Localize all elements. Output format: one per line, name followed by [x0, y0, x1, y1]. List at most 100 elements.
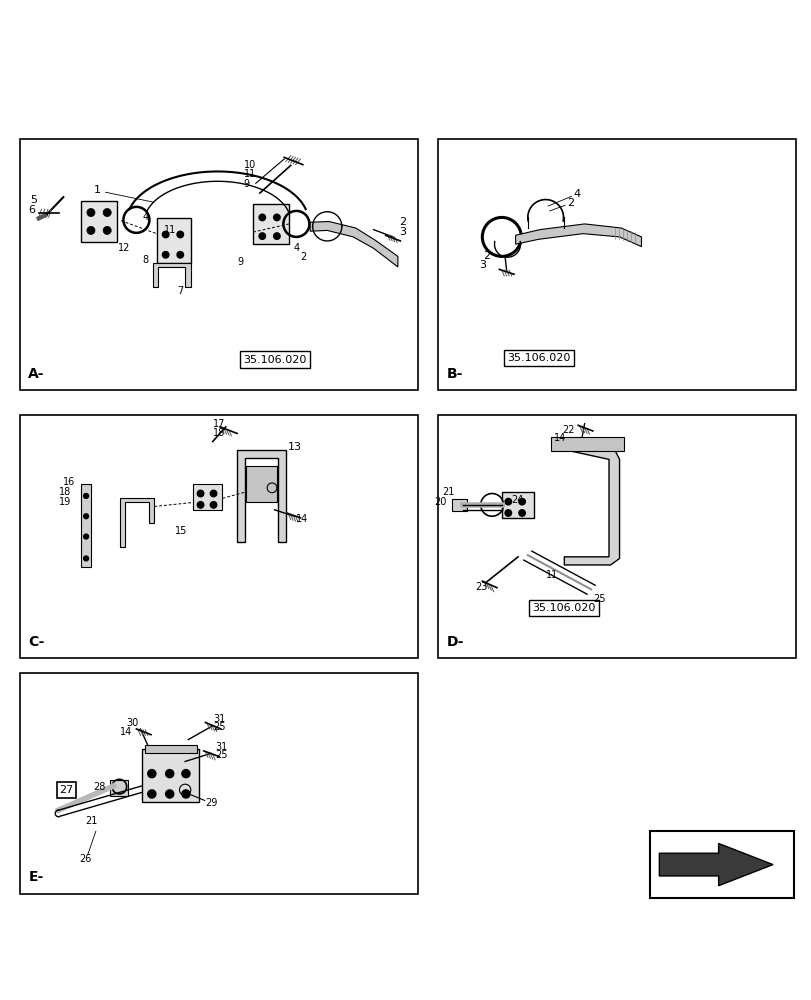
Circle shape: [165, 770, 174, 778]
Circle shape: [87, 208, 95, 217]
Text: 27: 27: [59, 785, 74, 795]
Circle shape: [518, 498, 525, 505]
Text: 28: 28: [93, 782, 105, 792]
Text: E-: E-: [28, 870, 44, 884]
Circle shape: [84, 514, 88, 519]
Polygon shape: [310, 221, 397, 267]
Text: 6: 6: [28, 205, 36, 215]
Text: 26: 26: [79, 854, 92, 864]
Circle shape: [504, 510, 511, 516]
Text: 11: 11: [243, 169, 255, 179]
Text: 8: 8: [142, 255, 148, 265]
FancyBboxPatch shape: [20, 415, 418, 658]
Circle shape: [273, 233, 280, 239]
Text: 21: 21: [85, 816, 97, 826]
Text: 25: 25: [213, 722, 225, 732]
Circle shape: [504, 498, 511, 505]
Text: 3: 3: [478, 260, 486, 270]
FancyArrow shape: [36, 213, 48, 221]
Text: 5: 5: [30, 195, 37, 205]
Text: 31: 31: [213, 714, 225, 724]
FancyBboxPatch shape: [649, 831, 793, 898]
Bar: [550, 437, 623, 451]
Text: 2: 2: [483, 251, 490, 261]
FancyBboxPatch shape: [438, 415, 795, 658]
Text: 21: 21: [442, 487, 454, 497]
Text: 2: 2: [300, 252, 307, 262]
Circle shape: [148, 770, 156, 778]
Circle shape: [197, 502, 204, 508]
Text: 1: 1: [93, 185, 101, 195]
Circle shape: [84, 556, 88, 561]
Bar: [501, 492, 534, 518]
Text: 14: 14: [553, 433, 565, 443]
Circle shape: [103, 226, 111, 234]
Bar: [246, 466, 277, 502]
Bar: [452, 499, 466, 511]
Polygon shape: [515, 224, 641, 247]
Polygon shape: [152, 263, 191, 287]
Text: A-: A-: [28, 367, 45, 381]
Text: 25: 25: [592, 594, 604, 604]
Text: 35.106.020: 35.106.020: [531, 603, 594, 613]
Bar: [142, 749, 199, 802]
Circle shape: [518, 510, 525, 516]
Text: 3: 3: [399, 227, 406, 237]
Circle shape: [273, 214, 280, 221]
FancyBboxPatch shape: [438, 139, 795, 390]
Circle shape: [162, 231, 169, 238]
Text: 17: 17: [212, 419, 225, 429]
Text: 4: 4: [142, 212, 148, 222]
Circle shape: [210, 502, 217, 508]
Circle shape: [84, 494, 88, 498]
Circle shape: [259, 233, 265, 239]
Text: 24: 24: [511, 495, 523, 505]
Text: 15: 15: [174, 526, 187, 536]
Bar: [253, 204, 289, 244]
FancyBboxPatch shape: [20, 139, 418, 390]
Polygon shape: [120, 498, 154, 547]
Text: B-: B-: [446, 367, 462, 381]
Text: D-: D-: [446, 635, 464, 649]
Circle shape: [103, 208, 111, 217]
FancyBboxPatch shape: [20, 673, 418, 894]
Text: 16: 16: [63, 477, 75, 487]
Text: 35.106.020: 35.106.020: [243, 355, 307, 365]
Text: 18: 18: [212, 428, 225, 438]
Text: 2: 2: [566, 198, 573, 208]
Text: 10: 10: [243, 160, 255, 170]
Text: 14: 14: [120, 727, 132, 737]
Circle shape: [210, 490, 217, 497]
Text: 9: 9: [237, 257, 243, 267]
Text: 25: 25: [215, 750, 227, 760]
Circle shape: [182, 790, 190, 798]
Text: 9: 9: [243, 179, 250, 189]
Text: 13: 13: [288, 442, 302, 452]
Bar: [110, 780, 128, 796]
Circle shape: [259, 214, 265, 221]
Text: 11: 11: [545, 570, 557, 580]
Text: 20: 20: [434, 497, 446, 507]
Text: 4: 4: [294, 243, 300, 253]
Text: 30: 30: [126, 718, 138, 728]
Text: 11: 11: [164, 225, 176, 235]
Circle shape: [197, 490, 204, 497]
Text: 35.106.020: 35.106.020: [507, 353, 570, 363]
Text: 23: 23: [474, 582, 487, 592]
Bar: [193, 484, 222, 510]
Text: 4: 4: [573, 189, 580, 199]
Text: 18: 18: [58, 487, 71, 497]
Circle shape: [177, 252, 183, 258]
Text: 31: 31: [215, 742, 227, 752]
Polygon shape: [659, 843, 772, 886]
Circle shape: [182, 770, 190, 778]
Circle shape: [165, 790, 174, 798]
Circle shape: [177, 231, 183, 238]
Text: 12: 12: [118, 243, 130, 253]
Text: 19: 19: [58, 497, 71, 507]
Bar: [81, 484, 91, 567]
Polygon shape: [564, 442, 619, 565]
Text: C-: C-: [28, 635, 45, 649]
Circle shape: [162, 252, 169, 258]
Polygon shape: [237, 450, 285, 542]
